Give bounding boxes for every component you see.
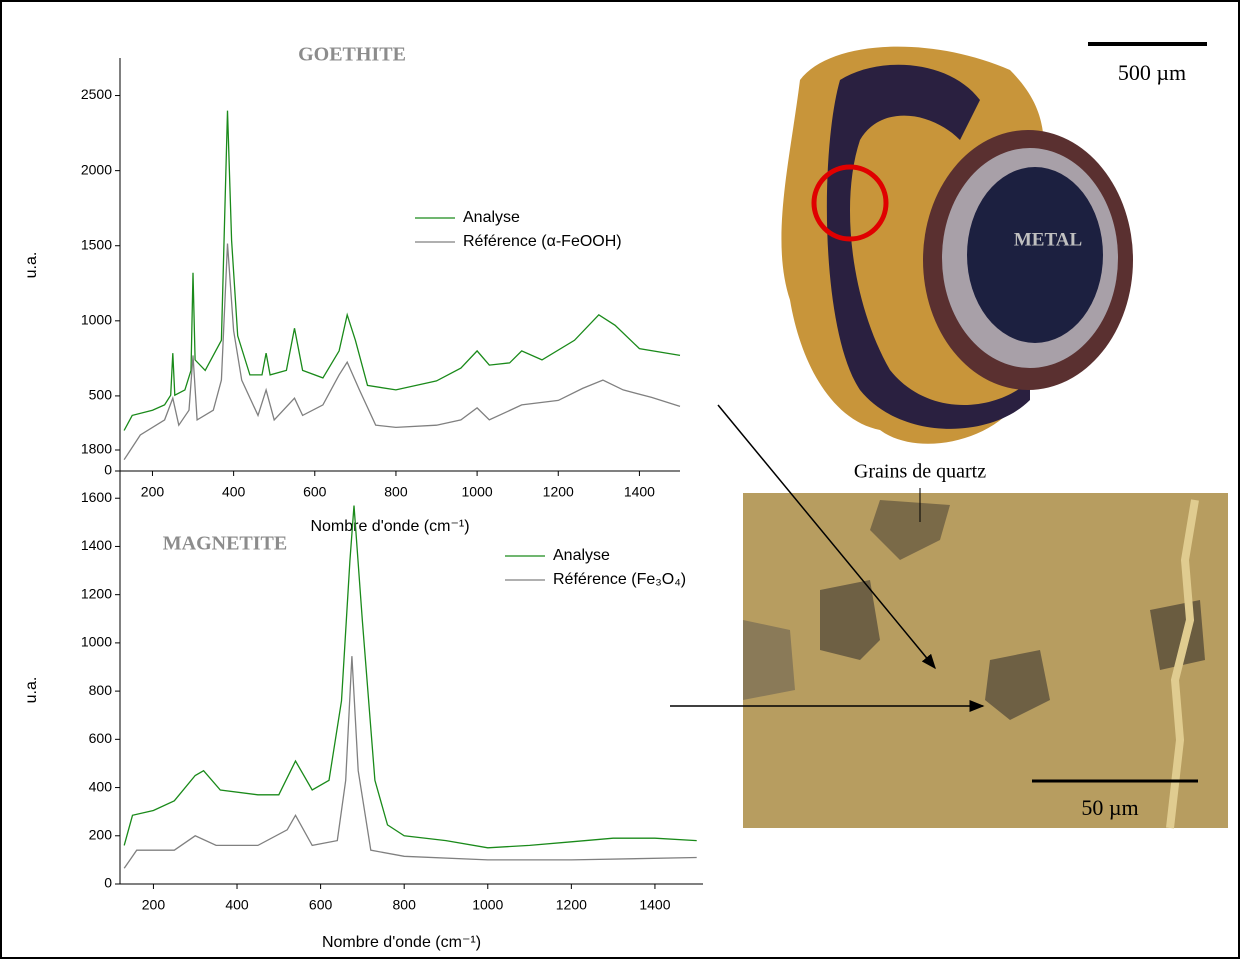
metal-label: METAL xyxy=(1014,229,1082,250)
y-tick-label: 0 xyxy=(104,875,112,891)
y-axis-label: u.a. xyxy=(23,677,40,704)
y-tick-label: 1500 xyxy=(81,236,112,252)
x-axis-label: Nombre d'onde (cm⁻¹) xyxy=(322,934,481,951)
x-tick-label: 200 xyxy=(142,897,166,913)
micrograph-photo xyxy=(743,493,1228,829)
legend-label: Analyse xyxy=(553,547,610,564)
y-tick-label: 2500 xyxy=(81,86,112,102)
y-tick-label: 1800 xyxy=(81,441,112,457)
legend-label: Référence (Fe₃O₄) xyxy=(553,571,686,588)
spectrum-line xyxy=(123,243,681,461)
x-tick-label: 200 xyxy=(141,484,165,500)
x-tick-label: 800 xyxy=(384,484,408,500)
y-tick-label: 500 xyxy=(89,387,113,403)
x-tick-label: 1200 xyxy=(556,897,587,913)
y-tick-label: 1000 xyxy=(81,312,112,328)
x-tick-label: 1400 xyxy=(639,897,670,913)
y-tick-label: 1600 xyxy=(81,489,112,505)
y-tick-label: 1200 xyxy=(81,585,112,601)
legend-label: Analyse xyxy=(463,209,520,226)
x-tick-label: 800 xyxy=(393,897,417,913)
y-tick-label: 800 xyxy=(89,682,113,698)
arrow xyxy=(717,404,936,670)
chart-title: GOETHITE xyxy=(298,44,406,66)
spectrum-line xyxy=(123,505,697,849)
spectrum-line xyxy=(123,110,681,431)
x-tick-label: 400 xyxy=(225,897,249,913)
y-tick-label: 2000 xyxy=(81,161,112,177)
y-tick-label: 1000 xyxy=(81,634,112,650)
scale-label: 50 µm xyxy=(1081,795,1138,820)
x-tick-label: 600 xyxy=(309,897,333,913)
y-tick-label: 1400 xyxy=(81,537,112,553)
x-tick-label: 1000 xyxy=(462,484,493,500)
quartz-label: Grains de quartz xyxy=(854,461,986,483)
y-tick-label: 0 xyxy=(104,462,112,478)
x-tick-label: 400 xyxy=(222,484,246,500)
x-tick-label: 600 xyxy=(303,484,327,500)
x-axis-label: Nombre d'onde (cm⁻¹) xyxy=(310,518,469,535)
y-tick-label: 600 xyxy=(89,730,113,746)
y-tick-label: 200 xyxy=(89,826,113,842)
x-tick-label: 1000 xyxy=(472,897,503,913)
y-axis-label: u.a. xyxy=(23,252,40,279)
legend-label: Référence (α-FeOOH) xyxy=(463,233,622,250)
scale-label: 500 µm xyxy=(1118,60,1186,85)
x-tick-label: 1200 xyxy=(543,484,574,500)
cross-section-photo xyxy=(781,46,1133,444)
spectrum-line xyxy=(123,656,697,869)
chart-title: MAGNETITE xyxy=(163,533,287,555)
y-tick-label: 400 xyxy=(89,778,113,794)
x-tick-label: 1400 xyxy=(624,484,655,500)
